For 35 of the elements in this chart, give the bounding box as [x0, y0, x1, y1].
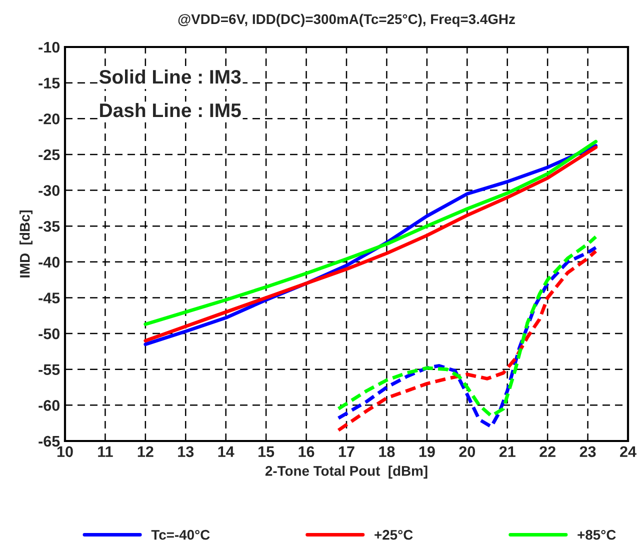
- y-tick-label: -60: [38, 400, 60, 411]
- x-tick-label: 17: [338, 446, 354, 457]
- y-tick-label: -20: [38, 114, 60, 124]
- y-tick-label: -15: [38, 78, 60, 89]
- x-tick-label: 13: [178, 446, 194, 458]
- x-tick-label: 12: [138, 446, 154, 457]
- y-tick-label: -55: [38, 364, 60, 376]
- x-tick-label: 19: [419, 446, 435, 458]
- x-tick-label: 10: [57, 446, 73, 458]
- x-tick-label: 21: [499, 446, 516, 457]
- y-tick-label: -40: [38, 256, 60, 268]
- x-axis-title: 2-Tone Total Pout [dBm]: [265, 466, 428, 479]
- y-tick-label: -10: [38, 42, 60, 53]
- x-tick-label: 11: [98, 446, 113, 457]
- y-tick-label: -65: [38, 436, 60, 447]
- x-tick-label: 22: [540, 446, 556, 457]
- x-tick-label: 15: [258, 446, 274, 458]
- y-axis-title: IMD [dBc]: [20, 210, 33, 278]
- y-tick-label: -45: [38, 292, 60, 304]
- x-tick-label: 23: [580, 446, 596, 458]
- x-tick-label: 18: [379, 446, 395, 458]
- x-tick-label: 20: [459, 446, 476, 458]
- x-tick-label: 16: [298, 446, 314, 458]
- legend-label: +85°C: [578, 530, 616, 540]
- y-tick-label: -50: [38, 328, 60, 340]
- y-tick-label: -35: [38, 220, 60, 232]
- legend-label: Tc=-40°C: [151, 530, 210, 540]
- x-tick-label: 14: [218, 446, 234, 457]
- legend-label: +25°C: [374, 530, 413, 540]
- annotation: Dash Line : IM5: [100, 102, 241, 118]
- chart-title: @VDD=6V, IDD(DC)=300mA(Tc=25°C), Freq=3.4GHz: [178, 14, 515, 27]
- y-tick-label: -30: [38, 185, 60, 196]
- x-tick-label: 24: [620, 446, 636, 457]
- annotation: Solid Line : IM3: [99, 69, 241, 84]
- y-tick-label: -25: [38, 149, 60, 160]
